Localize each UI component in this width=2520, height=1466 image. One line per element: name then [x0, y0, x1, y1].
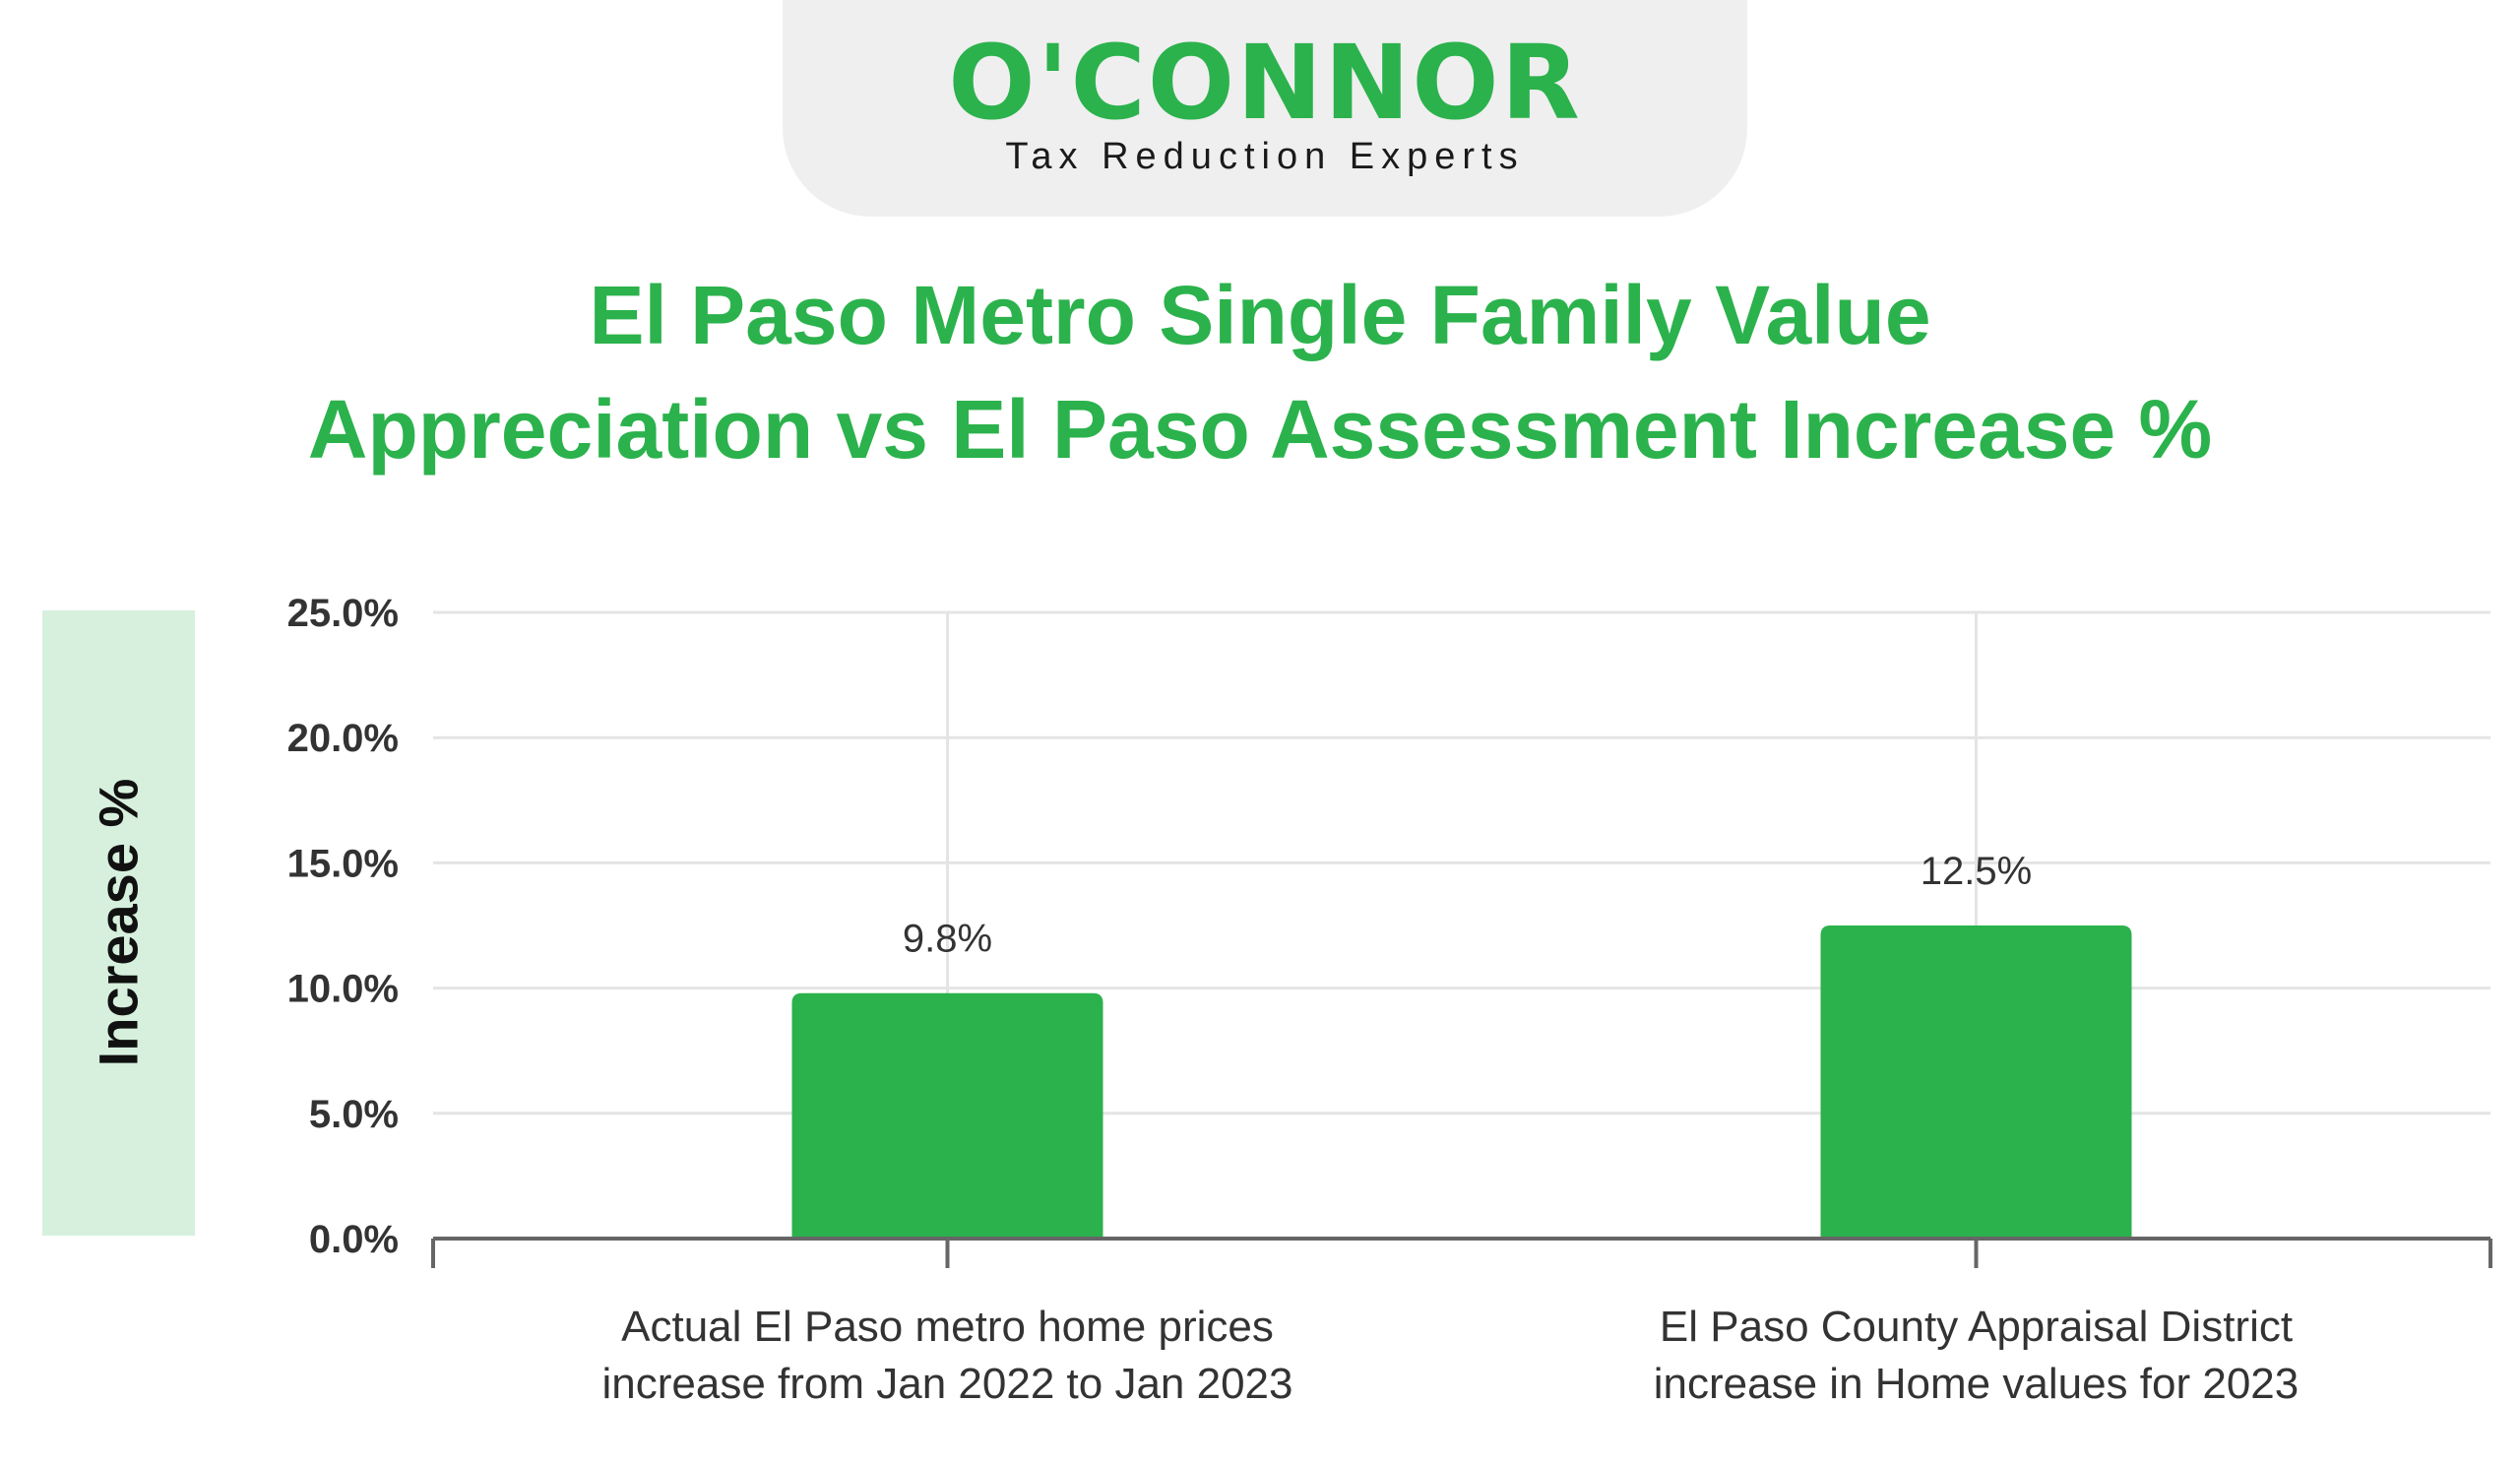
y-axis-label-band: [42, 610, 195, 1236]
x-tick-label: El Paso County Appraisal District: [1660, 1303, 2293, 1351]
y-tick-label: 10.0%: [287, 968, 399, 1011]
logo-banner: O'CONNOR Tax Reduction Experts: [783, 0, 1747, 217]
bar-data-label: 12.5%: [1921, 850, 2032, 893]
bar: [1820, 925, 2132, 1239]
x-tick-label: increase from Jan 2022 to Jan 2023: [601, 1360, 1292, 1408]
x-tick-label: Actual El Paso metro home prices: [621, 1303, 1274, 1351]
logo-tagline: Tax Reduction Experts: [1005, 136, 1525, 177]
oconnor-logo-wordmark: O'CONNOR: [948, 23, 1582, 143]
chart-title-line-2: Appreciation vs El Paso Assessment Incre…: [307, 383, 2213, 476]
x-tick-label: increase in Home values for 2023: [1654, 1360, 2299, 1408]
bar-data-label: 9.8%: [903, 918, 992, 961]
bar: [791, 992, 1103, 1239]
y-tick-label: 5.0%: [309, 1093, 399, 1136]
chart-title-line-1: El Paso Metro Single Family Value: [589, 269, 1931, 361]
y-tick-label: 0.0%: [309, 1218, 399, 1261]
chart-title: El Paso Metro Single Family Value Apprec…: [0, 258, 2520, 486]
y-tick-label: 20.0%: [287, 717, 399, 760]
y-tick-label: 15.0%: [287, 842, 399, 885]
y-tick-label: 25.0%: [287, 592, 399, 635]
